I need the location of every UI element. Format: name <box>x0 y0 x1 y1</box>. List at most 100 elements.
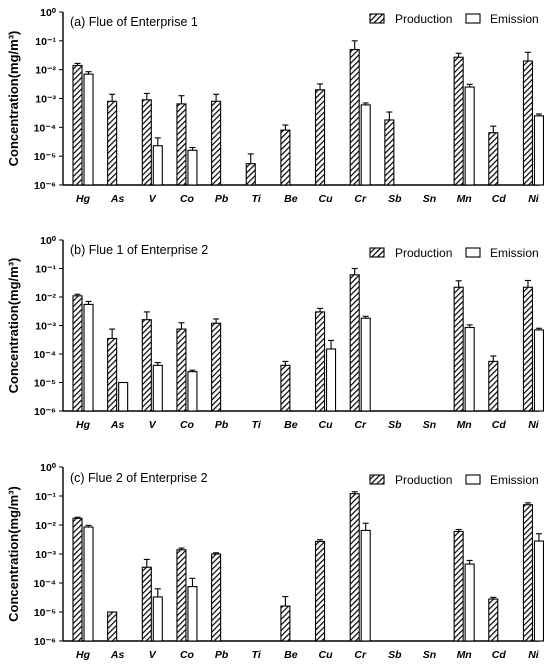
panel-b-ytick-label: 10⁻⁴ <box>34 349 56 361</box>
panel-c-bar-production-ni <box>522 504 534 642</box>
panel-b-ytick-label: 10⁻¹ <box>35 264 56 276</box>
panel-a-bar-production-ni <box>522 60 534 186</box>
panel-b-bar-emission-hg <box>83 303 94 412</box>
panel-b-xtick-label: Sb <box>388 419 402 431</box>
panel-c-ytick-label: 10⁻¹ <box>35 491 56 503</box>
panel-a-bar-emission-hg <box>83 73 94 186</box>
panel-c-bar-production-v <box>141 566 152 642</box>
panel-b-xtick-label: Be <box>284 419 298 431</box>
panel-b-ylabel: Concentration(mg/m³) <box>6 258 21 394</box>
panel-b-xtick-label: Pb <box>215 419 229 431</box>
panel-b-bar-emission-ni <box>533 329 545 412</box>
panel-b-xtick-label: Sn <box>423 419 436 431</box>
panel-a-bar-production-co <box>176 103 187 186</box>
panel-c-xtick-label: As <box>110 649 125 661</box>
panel-c-ytick-label: 10⁻⁵ <box>34 607 56 619</box>
panel-a-bar-production-v <box>141 99 152 186</box>
panel-a-xtick-label: Co <box>180 193 195 205</box>
panel-c-bar-production-as <box>107 611 118 642</box>
panel-c-xtick-label: Cr <box>354 649 367 661</box>
panel-a-bar-production-hg <box>72 64 83 186</box>
panel-a-xtick-label: Ti <box>252 193 262 205</box>
panel-c-bar-emission-ni <box>533 540 545 642</box>
panel-b-bar-emission-as <box>118 381 129 412</box>
panel-b-bar-production-pb <box>211 322 222 412</box>
panel-c-bar-emission-co <box>187 586 198 642</box>
panel-a-legend-label-production: Production <box>395 12 452 26</box>
panel-b-ytick-label: 10⁻³ <box>35 321 56 333</box>
panel-a-ytick-label: 10⁻³ <box>35 94 56 106</box>
panel-b-xtick-label: Cd <box>492 419 507 431</box>
panel-a-bar-production-cr <box>349 48 360 186</box>
panel-a-bar-emission-v <box>152 145 163 186</box>
panel-b-ytick-label: 10⁻⁶ <box>34 406 56 418</box>
panel-a-bar-emission-co <box>187 149 198 186</box>
panel-c-bar-emission-mn <box>464 563 475 642</box>
panel-c-ytick-label: 10⁻⁶ <box>34 636 56 648</box>
panel-c-plot: 10⁻⁶ 10⁻⁵ 10⁻⁴ 10⁻³ 10⁻² 10⁻¹ 10⁰ Concentration… <box>6 462 545 661</box>
panel-a-bar-production-pb <box>211 100 222 186</box>
panel-c-xtick-label: Cu <box>319 649 334 661</box>
panel-b-xtick-label: Hg <box>76 419 91 431</box>
panel-a-bar-production-ti <box>245 163 256 186</box>
panel-a-plot: 10⁻⁶ 10⁻⁵ 10⁻⁴ 10⁻³ 10⁻² 10⁻¹ 10⁰ Concentration… <box>6 7 545 205</box>
panel-c-legend-swatch-emission <box>465 474 481 485</box>
panel-c-xtick-label: V <box>149 649 157 661</box>
panel-b-bar-production-mn <box>453 286 464 412</box>
panel-a-xtick-label: V <box>149 193 157 205</box>
panel-c-xtick-label: Pb <box>215 649 229 661</box>
panel-c-xtick-label: Be <box>284 649 298 661</box>
panel-c-bar-emission-hg <box>83 526 94 642</box>
panel-c-bar-production-cu <box>314 540 326 642</box>
panel-b-bar-emission-v <box>152 364 163 412</box>
panel-c-xtick-label: Ni <box>528 649 540 661</box>
panel-c-xtick-label: Cd <box>492 649 507 661</box>
panel-c-ytick-label: 10⁻² <box>35 520 56 532</box>
panel-a-xtick-label: Be <box>284 193 298 205</box>
panel-c-xtick-label: Mn <box>457 649 472 661</box>
panel-b-ytick-label: 10⁻⁵ <box>34 378 56 390</box>
panel-a-bar-emission-cr <box>360 104 371 186</box>
panel-b-xtick-label: V <box>149 419 157 431</box>
panel-c-xtick-label: Sn <box>423 649 436 661</box>
panel-b-ytick-label: 10⁰ <box>40 235 57 247</box>
panel-a-xtick-label: Sn <box>423 193 436 205</box>
panel-c-bar-production-hg <box>72 517 83 642</box>
panel-a-legend-swatch-production <box>369 13 385 24</box>
panel-a-bar-production-sb <box>384 119 395 186</box>
panel-b-bar-production-cd <box>488 360 499 412</box>
panel-a-xtick-label: Mn <box>457 193 472 205</box>
panel-a-xtick-label: Cu <box>319 193 334 205</box>
panel-b-bar-emission-co <box>187 371 198 412</box>
panel-a-ytick-label: 10⁻⁴ <box>34 122 56 134</box>
panel-c-xtick-label: Sb <box>388 649 402 661</box>
panel-c-ytick-label: 10⁻³ <box>35 549 56 561</box>
panel-a-legend-label-emission: Emission <box>490 12 539 26</box>
panel-a-bar-production-cu <box>314 89 326 186</box>
panel-b-xtick-label: As <box>110 419 125 431</box>
panel-b-bar-production-v <box>141 319 152 412</box>
panel-b-bar-production-hg <box>72 295 83 412</box>
panel-c-xtick-label: Ti <box>252 649 262 661</box>
panel-b-legend-label-emission: Emission <box>490 246 539 260</box>
panel-a-ytick-label: 10⁻² <box>35 65 56 77</box>
panel-a-bar-production-cd <box>488 132 499 186</box>
panel-a-ylabel: Concentration(mg/m³) <box>6 31 21 167</box>
panel-c-bar-production-cd <box>488 598 499 642</box>
panel-b-bar-production-cu <box>314 311 326 412</box>
panel-b-legend-swatch-production <box>369 247 385 258</box>
panel-c-legend: Production Emission <box>369 473 539 487</box>
panel-a-legend-swatch-emission <box>465 13 481 24</box>
panel-c-legend-label-emission: Emission <box>490 473 539 487</box>
panel-c-bar-production-pb <box>211 553 222 642</box>
panel-b-bar-emission-mn <box>464 326 475 412</box>
panel-c-bar-production-cr <box>349 493 360 642</box>
panel-c-xtick-label: Co <box>180 649 195 661</box>
panel-a-ytick-label: 10⁻⁵ <box>34 151 56 163</box>
panel-c-xtick-label: Hg <box>76 649 91 661</box>
panel-c-bar-production-mn <box>453 530 464 642</box>
panel-b-bar-production-cr <box>349 274 360 412</box>
panel-a-xtick-label: Cd <box>492 193 507 205</box>
panel-b: (b) Flue 1 of Enterprise 2 Production Em… <box>6 235 545 431</box>
